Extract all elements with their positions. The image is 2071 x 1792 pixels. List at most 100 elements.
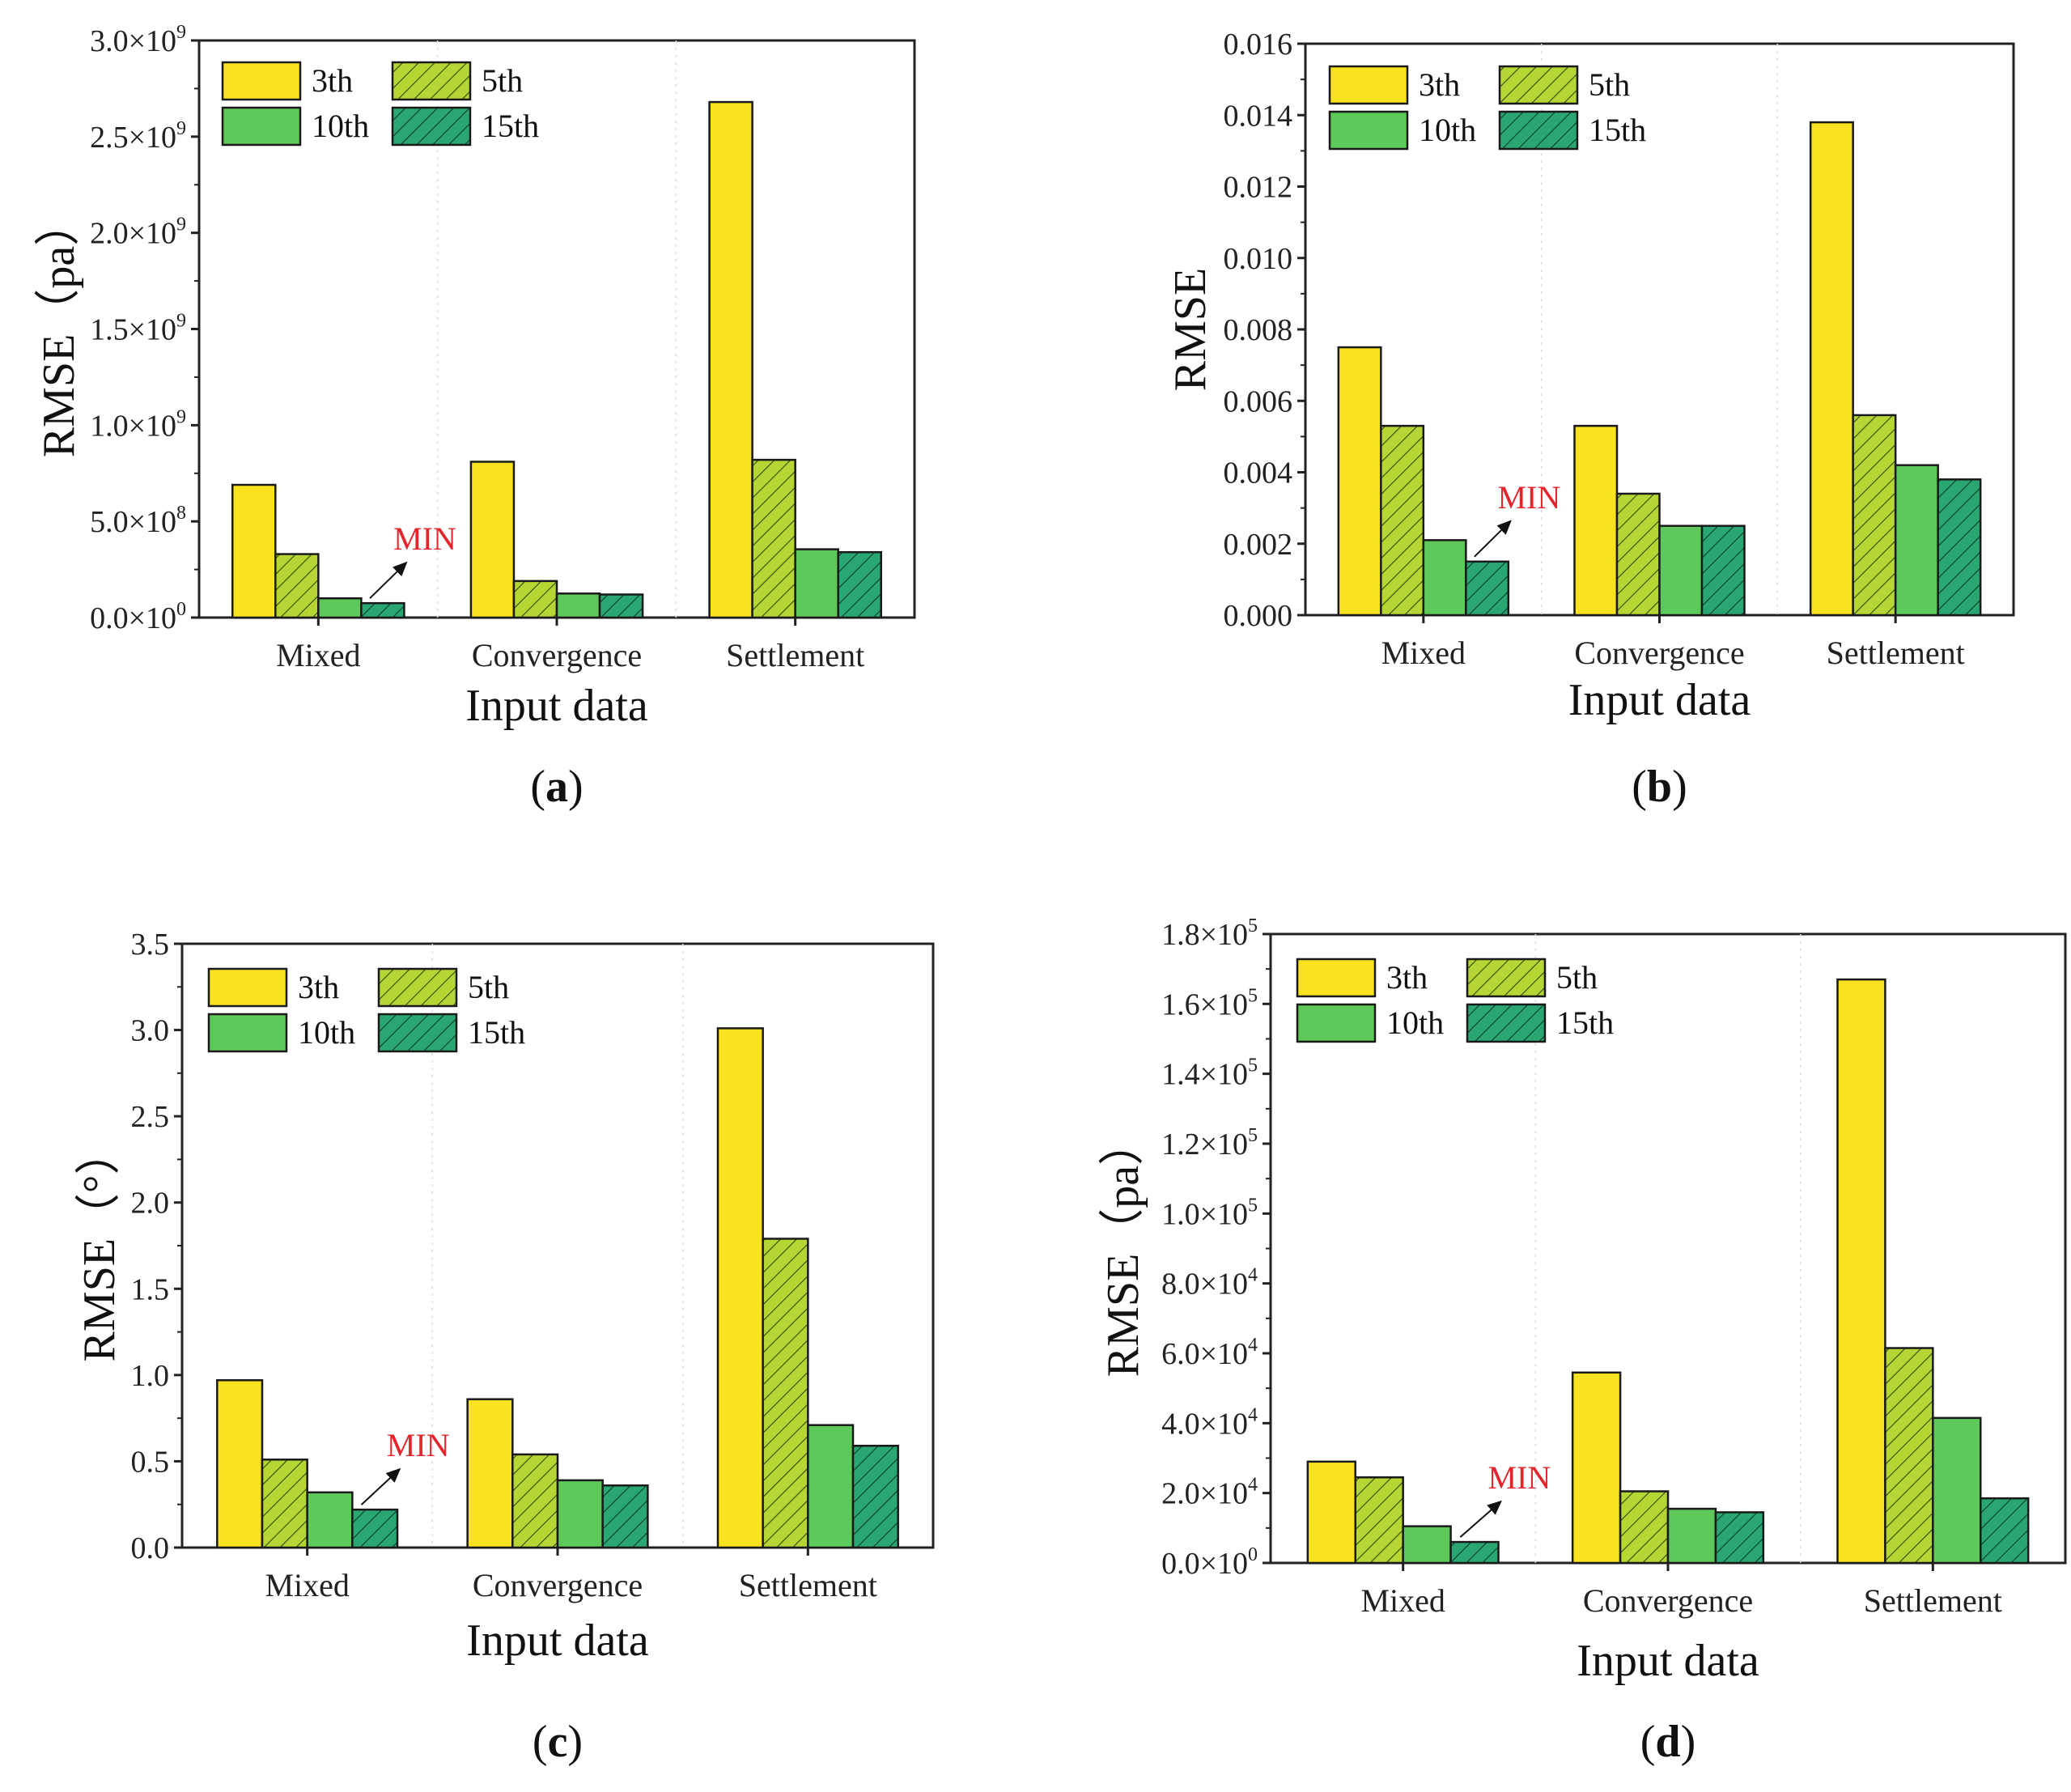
legend-label-10th: 10th bbox=[1386, 1004, 1444, 1041]
bar-5th-mixed bbox=[261, 1459, 308, 1549]
panel-label-open: ( bbox=[530, 762, 545, 812]
legend-swatch-3th bbox=[221, 61, 302, 101]
bar-3th-convergence bbox=[469, 461, 516, 619]
legend-label-10th: 10th bbox=[312, 108, 369, 144]
y-tick-mantissa: 0.010 bbox=[1224, 242, 1293, 276]
bar-15th-settlement bbox=[837, 550, 882, 619]
y-axis-title: RMSE bbox=[1165, 268, 1216, 392]
chart-panel-d: 0.0×1002.0×1044.0×1046.0×1048.0×1041.0×1… bbox=[1098, 915, 2067, 1767]
bar-5th-settlement bbox=[751, 458, 796, 619]
legend-swatch-15th bbox=[391, 106, 472, 147]
y-tick-label: 6.0×104 bbox=[1161, 1335, 1258, 1371]
bar-15th-mixed bbox=[1465, 560, 1510, 617]
bar-15th-mixed bbox=[360, 601, 405, 619]
y-tick-exponent: 4 bbox=[1248, 1404, 1258, 1425]
x-axis-title: Input data bbox=[465, 681, 648, 731]
y-tick-label: 1.0×105 bbox=[1161, 1195, 1258, 1231]
legend-swatch-10th bbox=[207, 1013, 288, 1053]
y-tick-mantissa: 0.006 bbox=[1224, 384, 1293, 418]
y-tick-mantissa: 2.0×10 bbox=[90, 217, 176, 251]
legend-swatch-15th bbox=[1466, 1003, 1547, 1043]
bar-10th-mixed bbox=[317, 597, 363, 619]
panel-label-letter: c bbox=[548, 1717, 568, 1767]
y-tick-mantissa: 1.0 bbox=[131, 1359, 170, 1393]
legend-label-15th: 15th bbox=[1556, 1004, 1614, 1041]
y-tick-label: 0.012 bbox=[1224, 171, 1293, 205]
y-tick-label: 0.004 bbox=[1224, 456, 1293, 490]
panel-label: (a) bbox=[530, 762, 583, 812]
legend-label-5th: 5th bbox=[482, 62, 523, 99]
y-tick-exponent: 4 bbox=[1248, 1335, 1258, 1356]
x-tick-label: Settlement bbox=[726, 637, 864, 673]
legend-swatch-5th bbox=[391, 61, 472, 101]
y-tick-exponent: 9 bbox=[176, 214, 186, 236]
legend-label-5th: 5th bbox=[468, 969, 509, 1005]
bar-5th-mixed bbox=[1380, 424, 1425, 617]
y-tick-label: 3.0×109 bbox=[90, 22, 186, 58]
bar-5th-convergence bbox=[1615, 492, 1661, 617]
y-tick-label: 1.5 bbox=[131, 1272, 170, 1306]
bar-3th-settlement bbox=[1836, 978, 1886, 1565]
y-tick-mantissa: 1.0×10 bbox=[90, 409, 176, 443]
bar-5th-settlement bbox=[1852, 414, 1897, 617]
y-tick-label: 0.008 bbox=[1224, 313, 1293, 347]
y-tick-mantissa: 4.0×10 bbox=[1161, 1407, 1248, 1441]
bar-3th-mixed bbox=[1306, 1460, 1356, 1565]
y-tick-mantissa: 0.002 bbox=[1224, 528, 1293, 562]
y-tick-mantissa: 0.008 bbox=[1224, 313, 1293, 347]
legend-swatch-15th bbox=[377, 1013, 458, 1053]
bar-10th-settlement bbox=[807, 1424, 855, 1549]
y-tick-label: 3.0 bbox=[131, 1014, 170, 1048]
panel-label-open: ( bbox=[1640, 1717, 1656, 1767]
bar-5th-convergence bbox=[1619, 1490, 1670, 1565]
bar-3th-mixed bbox=[216, 1379, 264, 1549]
y-tick-mantissa: 1.5 bbox=[131, 1272, 170, 1306]
y-tick-mantissa: 1.6×10 bbox=[1161, 987, 1248, 1021]
y-tick-label: 0.000 bbox=[1224, 599, 1293, 633]
y-tick-mantissa: 5.0×10 bbox=[90, 505, 176, 539]
y-tick-exponent: 9 bbox=[176, 22, 186, 43]
y-tick-mantissa: 0.000 bbox=[1224, 599, 1293, 633]
bar-15th-mixed bbox=[351, 1508, 399, 1549]
bar-3th-settlement bbox=[708, 100, 753, 619]
x-tick-label: Mixed bbox=[1360, 1582, 1445, 1619]
bar-5th-settlement bbox=[1884, 1347, 1934, 1565]
y-tick-label: 0.0×100 bbox=[90, 599, 186, 635]
y-tick-mantissa: 2.0 bbox=[131, 1187, 170, 1221]
y-tick-label: 8.0×104 bbox=[1161, 1265, 1258, 1302]
y-tick-mantissa: 1.2×10 bbox=[1161, 1127, 1248, 1161]
legend-label-15th: 15th bbox=[482, 108, 539, 144]
bar-15th-mixed bbox=[1449, 1540, 1500, 1565]
y-tick-label: 0.002 bbox=[1224, 528, 1293, 562]
bar-15th-settlement bbox=[1980, 1497, 2030, 1565]
legend-swatch-5th bbox=[1466, 958, 1547, 998]
panel-label-close: ) bbox=[1672, 762, 1687, 812]
bar-3th-convergence bbox=[1573, 424, 1619, 617]
y-tick-exponent: 4 bbox=[1248, 1265, 1258, 1286]
legend-swatch-5th bbox=[1498, 65, 1579, 105]
chart-panel-c: 0.0 0.5 1.0 1.5 2.0 2.5 3.0 3.5 Mixed Convergence… bbox=[74, 928, 935, 1767]
y-axis-title: RMSE（°） bbox=[74, 1130, 125, 1362]
y-tick-mantissa: 1.4×10 bbox=[1161, 1058, 1248, 1092]
plot-frame bbox=[197, 39, 916, 619]
min-arrow bbox=[1474, 520, 1512, 558]
y-tick-label: 2.0 bbox=[131, 1187, 170, 1221]
min-arrow bbox=[1459, 1500, 1502, 1538]
y-tick-label: 1.0×109 bbox=[90, 406, 186, 443]
legend-label-3th: 3th bbox=[1386, 959, 1428, 996]
legend-label-5th: 5th bbox=[1556, 959, 1598, 996]
y-tick-mantissa: 0.0×10 bbox=[90, 601, 176, 635]
panel-label-close: ) bbox=[567, 1717, 583, 1767]
y-tick-mantissa: 0.5 bbox=[131, 1445, 170, 1479]
x-tick-label: Convergence bbox=[1583, 1582, 1753, 1619]
y-tick-exponent: 9 bbox=[176, 118, 186, 139]
y-tick-exponent: 8 bbox=[176, 503, 186, 524]
bar-5th-convergence bbox=[512, 580, 558, 619]
chart-panel-a: 0.0×1005.0×1081.0×1091.5×1092.0×1092.5×1… bbox=[34, 22, 916, 812]
bar-15th-convergence bbox=[1714, 1511, 1765, 1565]
panel-label: (d) bbox=[1640, 1717, 1695, 1767]
legend-label-3th: 3th bbox=[298, 969, 339, 1005]
legend-label-3th: 3th bbox=[312, 62, 353, 99]
bar-3th-mixed bbox=[1337, 346, 1382, 617]
